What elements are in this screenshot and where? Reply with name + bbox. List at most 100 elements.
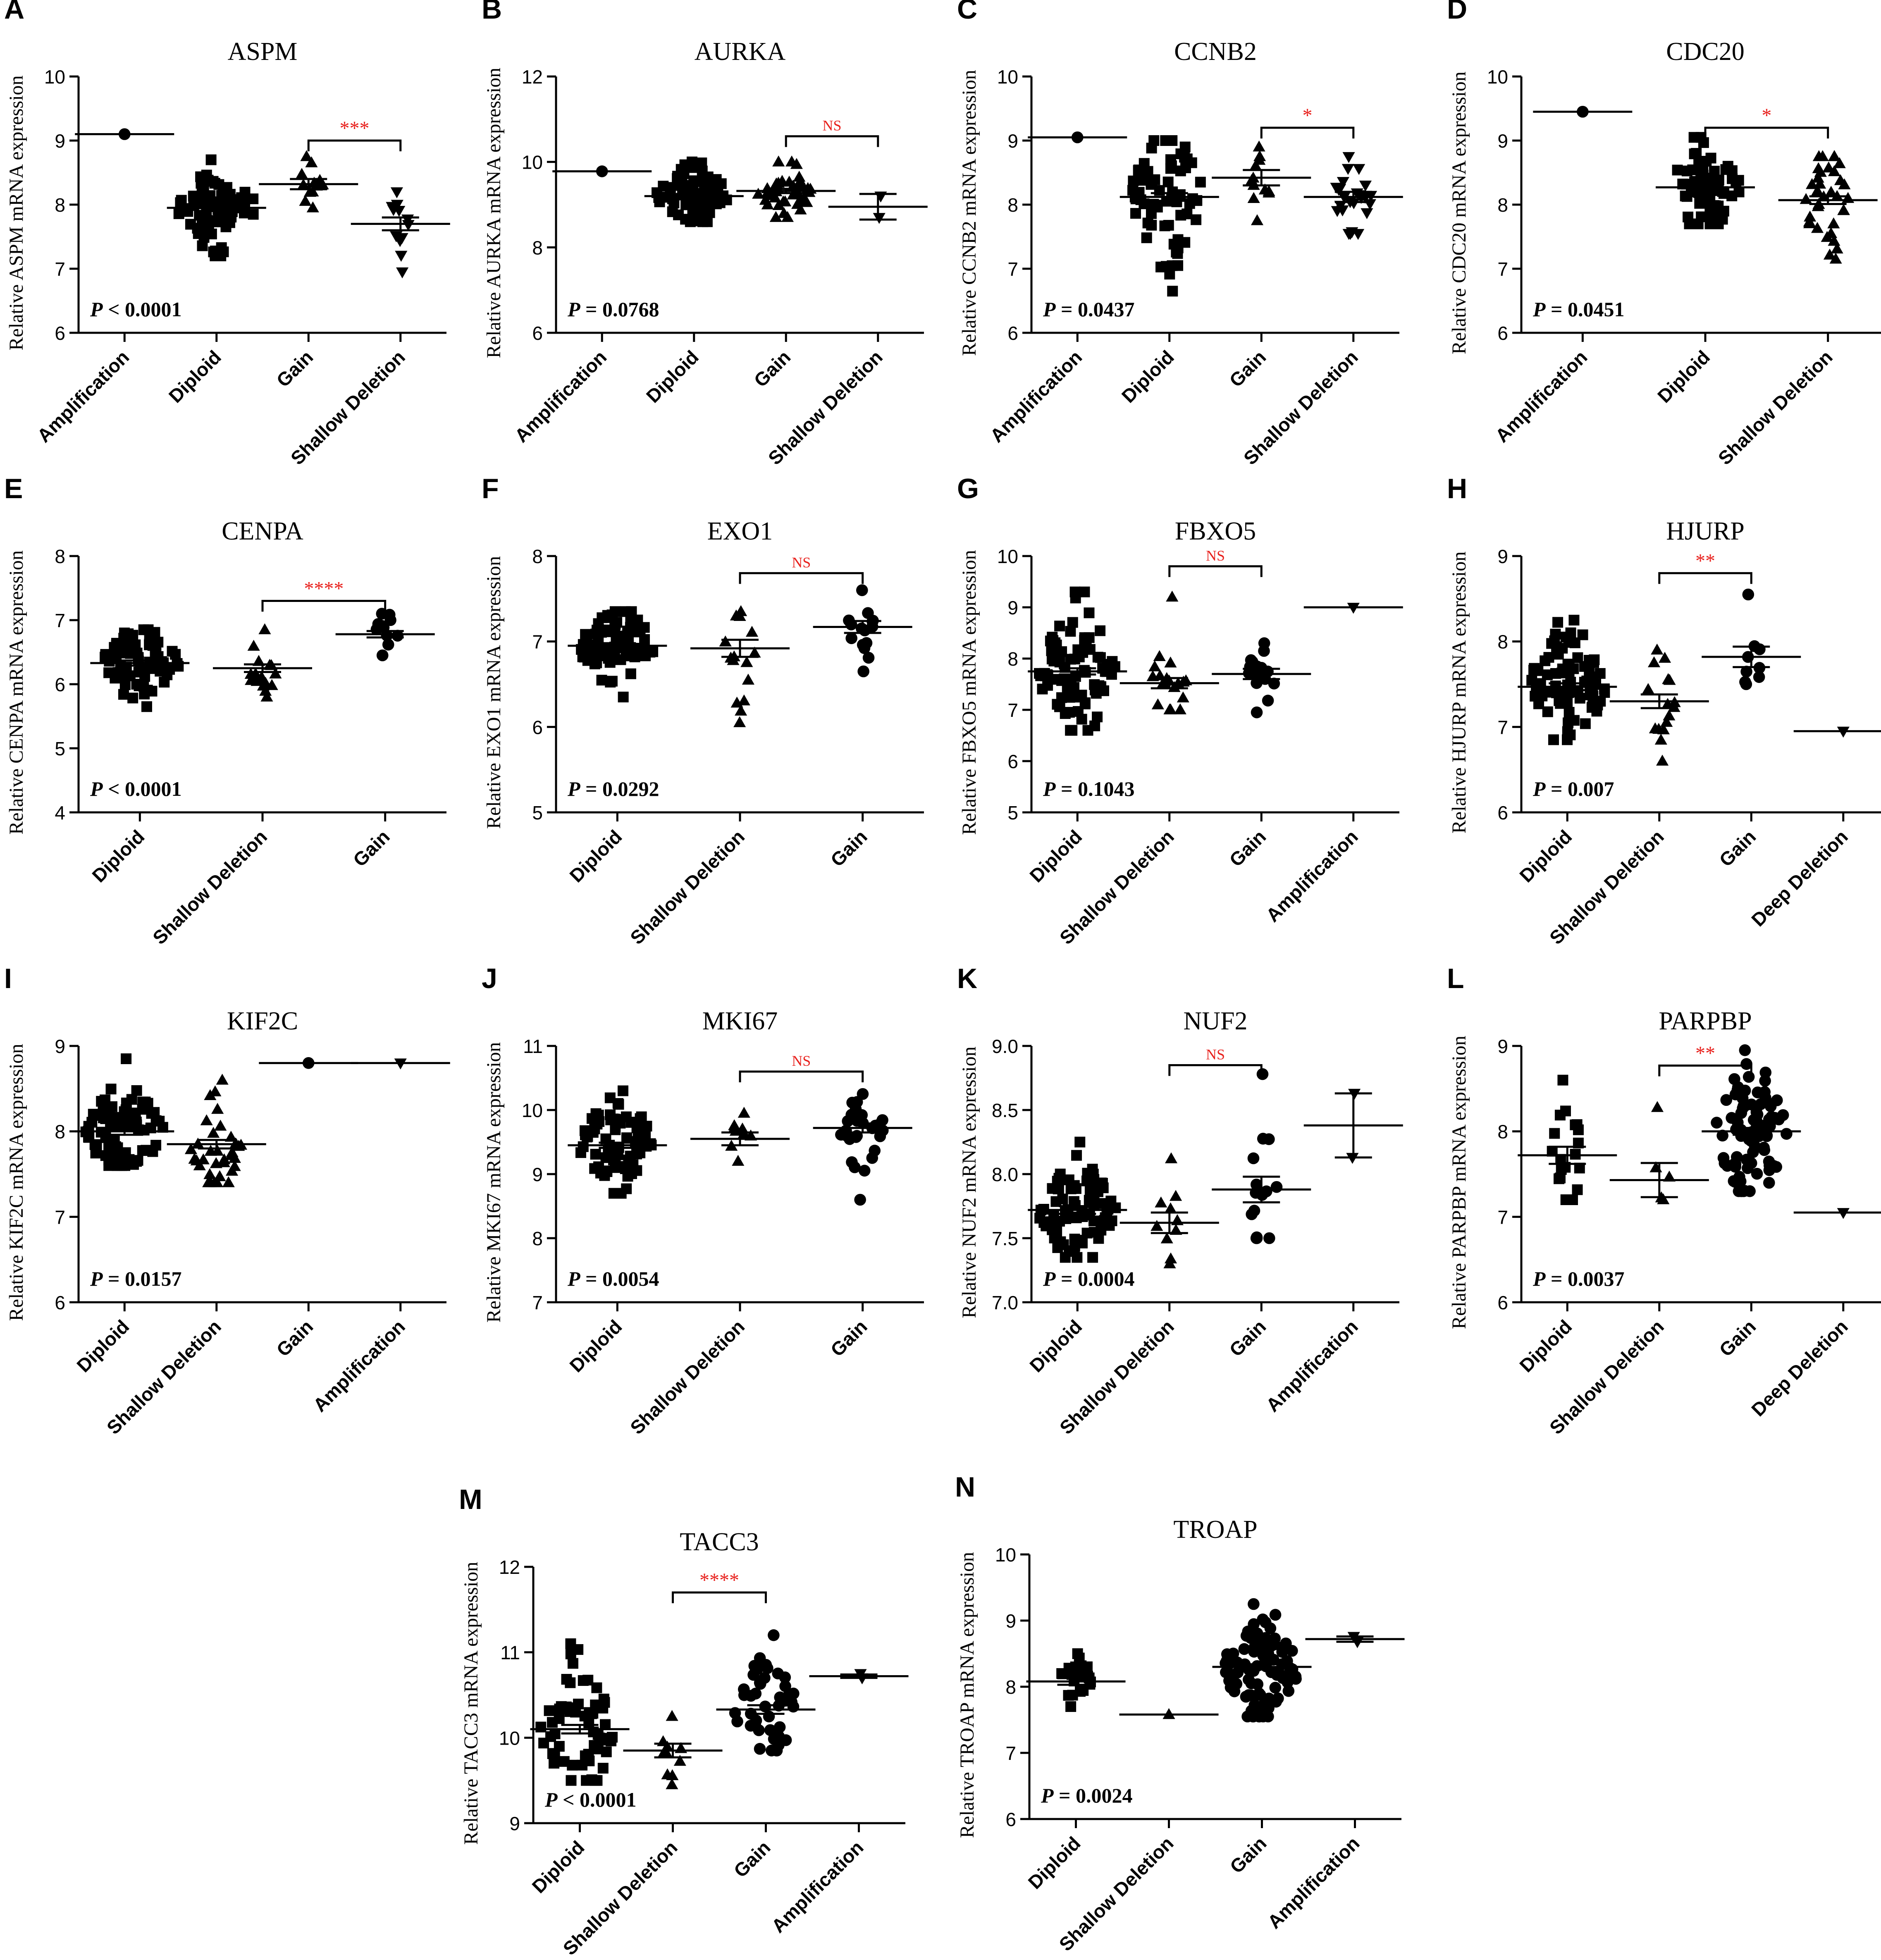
- significance-bracket: [739, 572, 864, 584]
- data-point: [1177, 691, 1189, 703]
- data-point: [1081, 641, 1092, 652]
- y-axis-label: Relative ASPM mRNA expression: [5, 75, 27, 350]
- y-tick-label: 9: [1497, 546, 1508, 567]
- data-point: [1179, 141, 1191, 153]
- data-point: [126, 1094, 137, 1105]
- significance-label: NS: [792, 1053, 811, 1069]
- data-point: [1077, 1207, 1088, 1218]
- data-point: [1063, 1663, 1074, 1674]
- p-value: P = 0.0157: [90, 1267, 182, 1290]
- series-amplification: [1303, 1089, 1403, 1164]
- y-axis-label: Relative TROAP mRNA expression: [956, 1552, 978, 1838]
- data-point: [1289, 1671, 1302, 1683]
- series-gain: [1212, 1598, 1312, 1723]
- data-point: [1740, 666, 1752, 678]
- data-point: [1704, 194, 1716, 205]
- y-tick-label: 10: [499, 1727, 520, 1749]
- series-gain: [1212, 140, 1311, 225]
- data-point: [1164, 1202, 1177, 1213]
- data-point: [1166, 590, 1179, 602]
- series-amplification: [351, 1058, 450, 1070]
- data-point: [1742, 588, 1754, 601]
- panel-letter: A: [4, 0, 24, 25]
- data-point: [589, 1123, 600, 1134]
- y-tick-label: 9: [509, 1813, 520, 1834]
- series-shallow-deletion: [690, 605, 790, 727]
- significance-label: ***: [340, 117, 370, 139]
- data-point: [1550, 668, 1561, 679]
- data-point: [1151, 698, 1164, 709]
- data-point: [232, 1140, 245, 1151]
- y-tick-label: 6: [55, 322, 65, 344]
- series-amplification: [1028, 131, 1127, 143]
- data-point: [204, 1145, 217, 1156]
- chart-title: MKI67: [702, 1007, 778, 1035]
- p-value: P = 0.0437: [1043, 298, 1135, 321]
- p-value: P = 0.0768: [567, 298, 659, 321]
- data-point: [1078, 1685, 1089, 1696]
- series-amplification: [1303, 603, 1403, 614]
- data-point: [1739, 1084, 1751, 1097]
- data-point: [1054, 621, 1065, 632]
- chart-title: CCNB2: [1174, 38, 1257, 66]
- data-point: [581, 1775, 592, 1786]
- series-shallow-deletion: [1119, 1708, 1219, 1719]
- data-point: [857, 665, 869, 678]
- data-point: [866, 1152, 878, 1164]
- panel-letter: I: [4, 963, 12, 994]
- y-tick-label: 8: [55, 1121, 65, 1143]
- y-tick-label: 6: [1497, 1292, 1508, 1313]
- series-diploid: [644, 156, 744, 227]
- data-point: [1082, 725, 1093, 736]
- data-point: [666, 1710, 678, 1721]
- chart-title: CENPA: [222, 517, 303, 545]
- data-point: [1130, 193, 1141, 205]
- data-point: [1245, 654, 1257, 666]
- data-point: [1753, 671, 1765, 683]
- data-point: [1661, 698, 1674, 709]
- data-point: [561, 1674, 572, 1685]
- chart-title: NUF2: [1183, 1007, 1247, 1035]
- p-value: P < 0.0001: [90, 777, 182, 800]
- data-point: [1253, 140, 1265, 152]
- data-point: [1251, 1705, 1263, 1717]
- data-point: [1240, 1690, 1252, 1703]
- y-tick-label: 6: [532, 322, 543, 344]
- data-point: [604, 657, 616, 668]
- series-gain: [736, 155, 836, 222]
- data-point: [1758, 1141, 1770, 1154]
- data-point: [109, 642, 120, 653]
- data-point: [213, 1170, 226, 1182]
- y-tick-label: 6: [1007, 322, 1018, 344]
- data-point: [549, 1757, 560, 1769]
- data-point: [1065, 1701, 1077, 1712]
- data-point: [1133, 165, 1144, 176]
- data-point: [687, 210, 698, 221]
- data-point: [220, 212, 232, 223]
- data-point: [120, 1104, 131, 1115]
- data-point: [854, 1194, 866, 1206]
- data-point: [135, 665, 146, 676]
- data-point: [1814, 177, 1826, 189]
- data-point: [184, 1143, 198, 1154]
- y-tick-label: 7: [55, 1206, 65, 1228]
- significance-bracket: [307, 139, 402, 151]
- y-tick-label: 12: [499, 1557, 520, 1578]
- data-point: [1286, 1645, 1298, 1657]
- data-point: [1270, 1181, 1283, 1193]
- data-point: [1155, 261, 1167, 272]
- data-point: [858, 1165, 871, 1177]
- data-point: [597, 1762, 609, 1774]
- data-point: [600, 1719, 611, 1730]
- data-point: [201, 226, 212, 237]
- y-tick-label: 8: [1007, 648, 1018, 670]
- data-point: [222, 1176, 235, 1187]
- data-point: [1346, 227, 1358, 239]
- significance-label: NS: [822, 117, 841, 134]
- data-point: [748, 1660, 761, 1672]
- data-point: [1062, 684, 1073, 695]
- data-point: [745, 1719, 757, 1732]
- y-tick-label: 6: [55, 674, 65, 695]
- y-tick-label: 11: [523, 1036, 543, 1057]
- data-point: [636, 1111, 647, 1122]
